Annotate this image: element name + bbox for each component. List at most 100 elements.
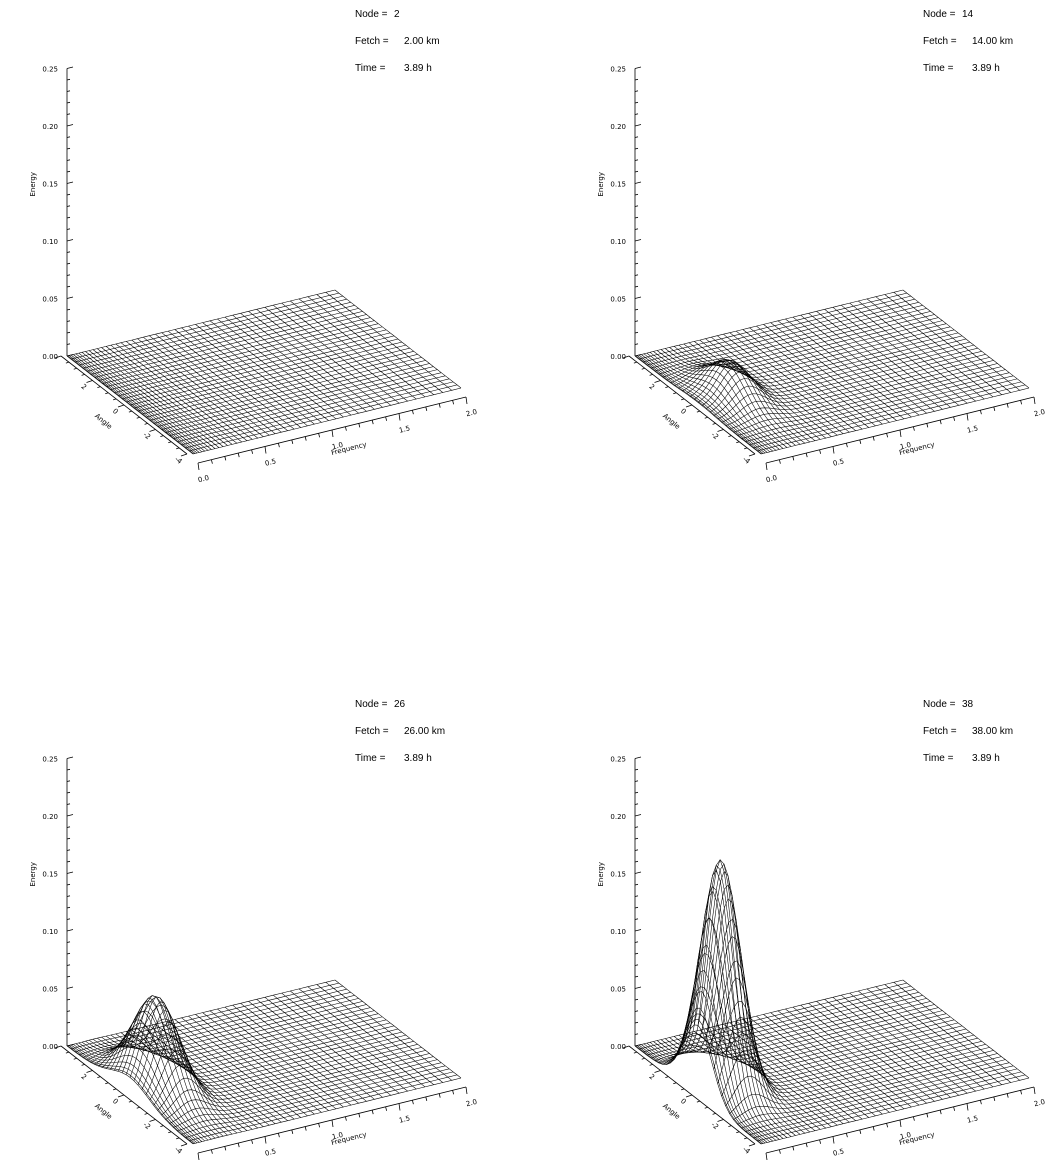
frequency-tick: [872, 1126, 875, 1131]
mesh-frequency-line: [641, 970, 768, 1143]
mesh-angle-line: [74, 295, 343, 363]
mesh-frequency-line: [646, 352, 773, 452]
mesh-angle-line: [701, 341, 970, 406]
energy-axis: [634, 756, 642, 1047]
energy-axis: [634, 66, 642, 357]
energy-tick: [66, 308, 71, 311]
frequency-tick: [1006, 1093, 1009, 1098]
energy-tick: [634, 803, 639, 805]
angle-tick: [680, 398, 685, 401]
mesh-frequency-line: [281, 302, 408, 402]
energy-tick: [634, 756, 642, 759]
angle-axis-label: Angle: [93, 1102, 113, 1121]
mesh-angle-line: [189, 384, 458, 452]
frequency-tick: [886, 1123, 888, 1128]
mesh-frequency-line: [240, 1003, 367, 1102]
frequency-tick-label: 1.0: [899, 441, 912, 451]
energy-tick: [66, 228, 71, 230]
info-value: 3.89 h: [404, 63, 432, 74]
mesh-frequency-line: [115, 343, 242, 443]
energy-tick: [66, 883, 71, 886]
mesh-frequency-line: [824, 309, 951, 408]
angle-tick: [633, 361, 638, 364]
mesh-frequency-line: [705, 338, 832, 437]
angle-tick: [665, 1076, 669, 1079]
mesh-angle-line: [733, 366, 1002, 433]
mesh-angle-line: [192, 387, 462, 455]
mesh-frequency-line: [699, 1029, 826, 1129]
mesh-frequency-line: [866, 298, 994, 398]
mesh-frequency-line: [792, 1006, 920, 1106]
energy-axis: [66, 66, 74, 357]
energy-tick: [634, 170, 639, 173]
energy-tick: [66, 952, 71, 955]
mesh-frequency-line: [660, 863, 788, 1138]
mesh-frequency-line: [770, 322, 897, 421]
frequency-tick: [899, 1119, 902, 1128]
angle-tick-label: 2: [80, 382, 89, 391]
frequency-tick: [211, 459, 213, 464]
angle-tick: [696, 410, 701, 413]
mesh-frequency-line: [202, 1012, 329, 1111]
energy-tick: [66, 262, 71, 265]
mesh-angle-line: [181, 1068, 450, 1135]
mesh-frequency-line: [307, 986, 434, 1085]
angle-tick: [180, 453, 188, 457]
mesh-angle-line: [650, 302, 919, 369]
mesh-angle-line: [686, 329, 955, 394]
energy-tick: [66, 147, 71, 150]
mesh-frequency-line: [68, 355, 196, 454]
angle-tick: [728, 1125, 732, 1128]
mesh-angle-line: [721, 1047, 990, 1097]
energy-tick-label: 0.25: [610, 66, 626, 74]
mesh-frequency-line: [81, 352, 209, 451]
frequency-tick: [224, 456, 227, 461]
energy-tick: [66, 239, 74, 242]
mesh-angle-line: [693, 335, 963, 400]
mesh-frequency-line: [736, 330, 863, 430]
energy-tick: [66, 1044, 74, 1047]
mesh-angle-line: [733, 1056, 1002, 1120]
angle-tick-label: -4: [741, 455, 752, 466]
angle-tick: [736, 1131, 740, 1134]
energy-tick-label: 0.25: [610, 756, 626, 764]
mesh-frequency-line: [756, 1015, 883, 1115]
energy-tick: [66, 837, 71, 840]
mesh-frequency-line: [240, 313, 367, 412]
frequency-tick: [859, 1129, 862, 1134]
energy-tick: [634, 308, 639, 311]
mesh-angle-line: [674, 1010, 943, 1060]
mesh-frequency-line: [635, 1019, 762, 1145]
mesh-frequency-line: [636, 1007, 764, 1144]
energy-tick: [66, 320, 71, 322]
energy-tick: [634, 262, 639, 265]
energy-tick: [634, 285, 639, 288]
frequency-axis: [197, 396, 468, 471]
energy-tick: [66, 1033, 71, 1035]
mesh-frequency-line: [298, 298, 426, 398]
info-block: Node = 14 Fetch = 14.00 km Time = 3.89 h: [923, 9, 1013, 74]
frequency-tick: [452, 1090, 454, 1095]
mesh-frequency-line: [636, 355, 764, 454]
frequency-tick: [926, 423, 929, 428]
mesh-frequency-line: [643, 353, 771, 453]
mesh-frequency-line: [742, 1019, 869, 1118]
energy-tick: [66, 860, 71, 863]
mesh-frequency-line: [143, 336, 270, 436]
mesh-frequency-line: [264, 307, 392, 406]
chart-panel-4: 0.000.050.100.150.200.25Energy0.00.51.01…: [597, 699, 1046, 1164]
frequency-tick: [832, 446, 835, 454]
mesh-frequency-line: [694, 341, 821, 440]
mesh-angle-line: [161, 363, 430, 430]
mesh-frequency-line: [67, 1045, 194, 1144]
mesh-frequency-line: [653, 869, 780, 1140]
mesh-angle-line: [189, 1074, 458, 1142]
angle-axis: [54, 1045, 188, 1147]
mesh-angle-line: [729, 363, 998, 430]
mesh-angle-line: [165, 366, 434, 433]
angle-tick: [728, 435, 732, 438]
energy-tick: [66, 136, 71, 138]
mesh-angle-line: [90, 308, 359, 375]
mesh-frequency-line: [777, 320, 905, 420]
mesh-frequency-line: [217, 318, 344, 418]
